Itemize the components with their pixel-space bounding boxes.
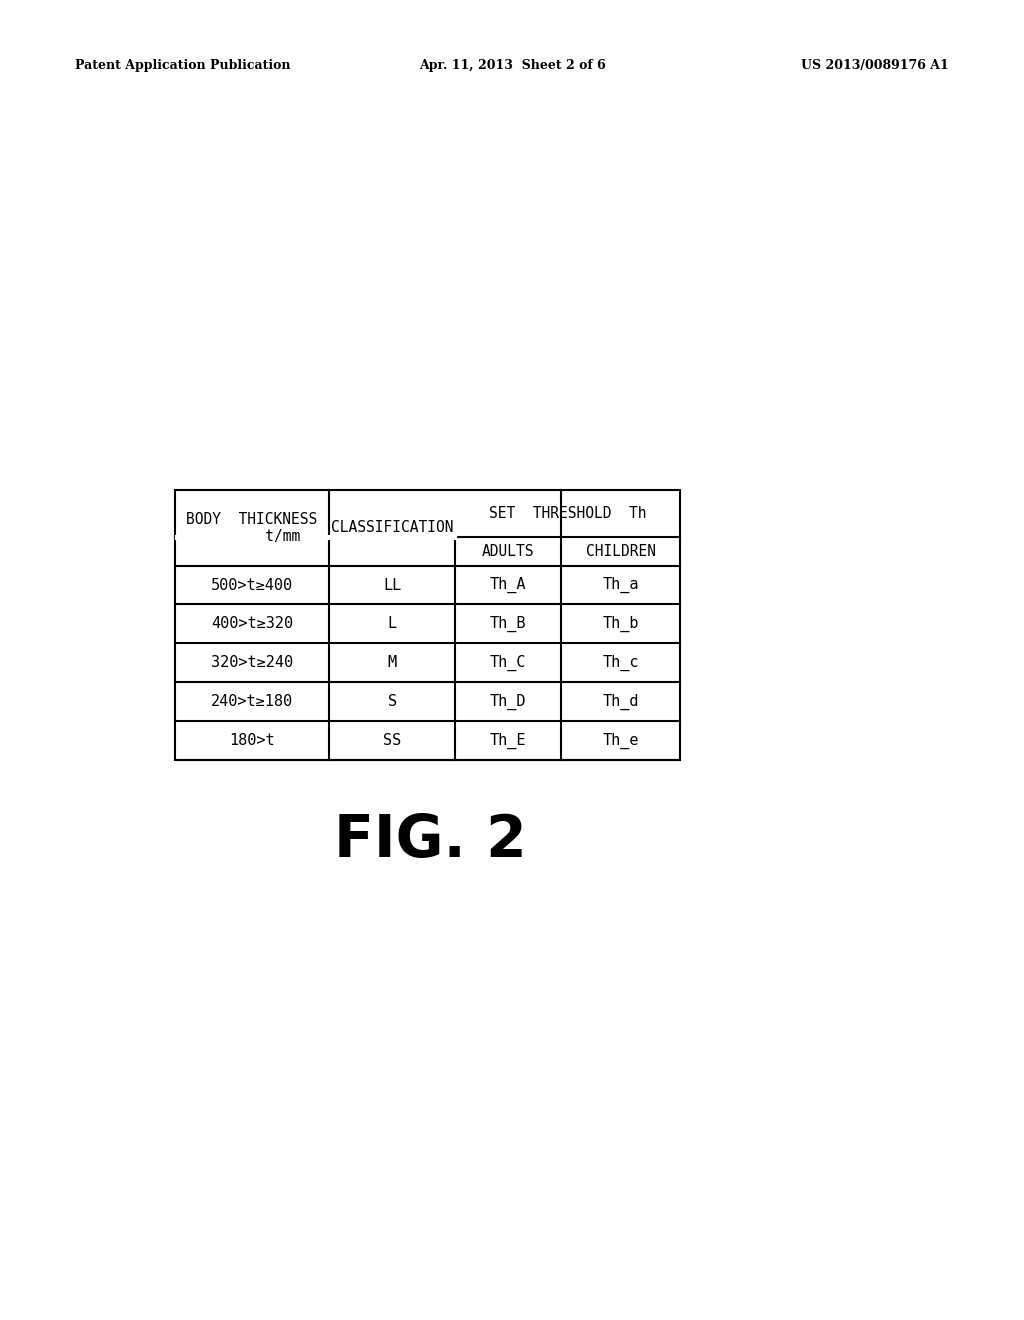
Text: Patent Application Publication: Patent Application Publication: [75, 58, 291, 71]
Text: 500>t≥400: 500>t≥400: [211, 578, 293, 593]
Text: 400>t≥320: 400>t≥320: [211, 616, 293, 631]
Text: Th_a: Th_a: [602, 577, 639, 593]
Text: SS: SS: [383, 733, 401, 748]
Text: Th_D: Th_D: [490, 693, 526, 710]
Text: CHILDREN: CHILDREN: [586, 544, 655, 558]
Text: US 2013/0089176 A1: US 2013/0089176 A1: [801, 58, 949, 71]
Text: FIG. 2: FIG. 2: [334, 812, 526, 869]
Text: 240>t≥180: 240>t≥180: [211, 694, 293, 709]
Text: L: L: [388, 616, 396, 631]
Text: BODY  THICKNESS
       t/mm: BODY THICKNESS t/mm: [186, 512, 317, 544]
Text: 180>t: 180>t: [229, 733, 274, 748]
Text: Th_B: Th_B: [490, 616, 526, 632]
Text: Th_E: Th_E: [490, 733, 526, 748]
Text: 320>t≥240: 320>t≥240: [211, 655, 293, 671]
Text: Apr. 11, 2013  Sheet 2 of 6: Apr. 11, 2013 Sheet 2 of 6: [419, 58, 605, 71]
Text: ADULTS: ADULTS: [482, 544, 535, 558]
Text: SET  THRESHOLD  Th: SET THRESHOLD Th: [488, 506, 646, 521]
Text: CLASSIFICATION: CLASSIFICATION: [331, 520, 454, 536]
Text: Th_e: Th_e: [602, 733, 639, 748]
Text: Th_b: Th_b: [602, 616, 639, 632]
Text: Th_d: Th_d: [602, 693, 639, 710]
Bar: [175, 490, 680, 760]
Text: Th_A: Th_A: [490, 577, 526, 593]
Text: Th_C: Th_C: [490, 655, 526, 671]
Text: LL: LL: [383, 578, 401, 593]
Text: Th_c: Th_c: [602, 655, 639, 671]
Text: M: M: [388, 655, 396, 671]
Text: S: S: [388, 694, 396, 709]
